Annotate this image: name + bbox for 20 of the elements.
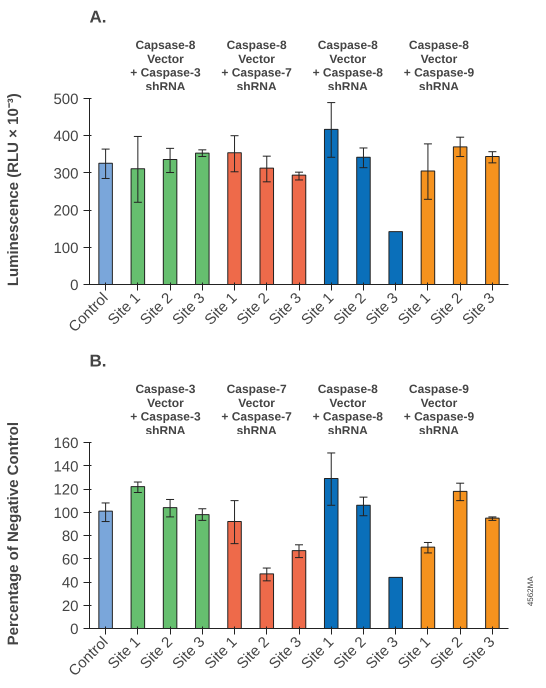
- y-tick-label: 400: [53, 128, 79, 146]
- y-tick-label: 120: [53, 482, 79, 498]
- text: 4562MA: [526, 576, 535, 606]
- y-tick-label: 100: [53, 504, 79, 522]
- y-tick-label: 60: [62, 551, 79, 568]
- y-axis-title: Percentage of Negative Control: [5, 422, 22, 646]
- y-tick-label: 100: [53, 240, 79, 257]
- y-tick-label: 500: [53, 91, 79, 108]
- y-tick-label: 0: [70, 277, 78, 294]
- chart-title: B.: [90, 352, 106, 370]
- y-axis-title: Luminescence (RLU × 10⁻³): [5, 93, 22, 286]
- chart-title: A.: [90, 8, 106, 26]
- y-tick-label: 140: [53, 458, 79, 476]
- y-tick-label: 20: [62, 598, 79, 615]
- y-tick-label: 160: [53, 435, 79, 452]
- y-tick-label: 200: [53, 202, 79, 220]
- y-tick-label: 40: [62, 574, 79, 592]
- y-tick-label: 0: [70, 621, 78, 638]
- y-tick-label: 80: [62, 528, 79, 545]
- y-tick-label: 300: [53, 165, 79, 182]
